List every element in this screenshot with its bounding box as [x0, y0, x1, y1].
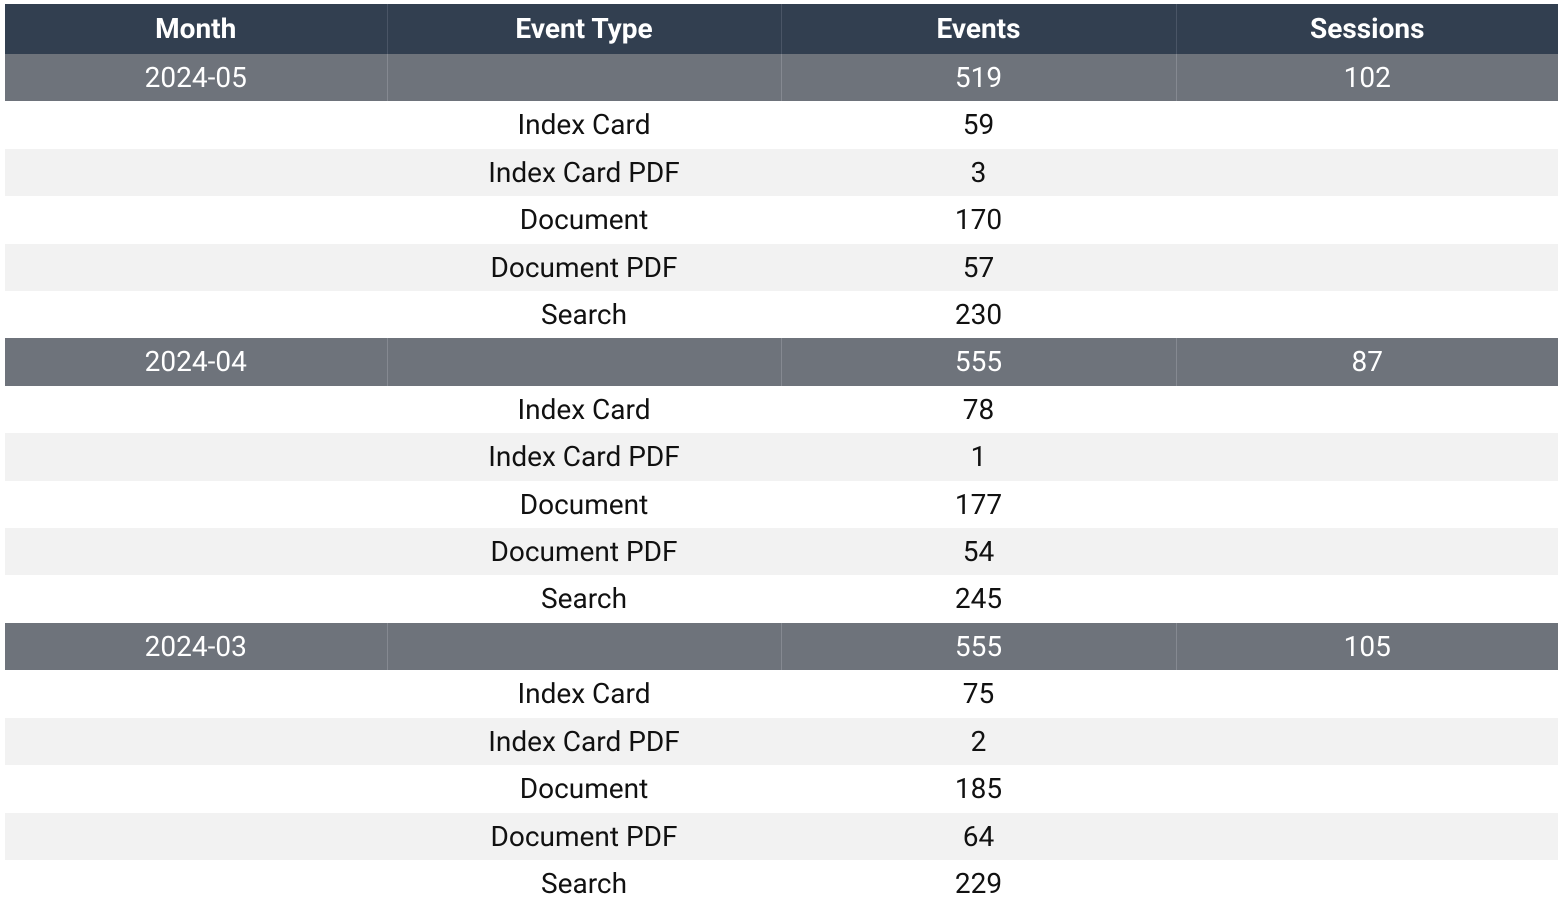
detail-row: Index Card PDF 3: [5, 148, 1558, 197]
empty-cell: [5, 575, 387, 622]
empty-cell: [1176, 717, 1558, 766]
empty-cell: [1176, 528, 1558, 576]
empty-cell: [1176, 196, 1558, 243]
header-row: Month Event Type Events Sessions: [5, 4, 1558, 54]
empty-cell: [386, 54, 781, 102]
empty-cell: [5, 670, 387, 717]
column-header: Events: [780, 4, 1176, 54]
empty-cell: [5, 860, 387, 907]
empty-cell: [5, 291, 387, 338]
event-type-cell: Document PDF: [387, 528, 781, 576]
empty-cell: [1176, 765, 1558, 812]
event-type-cell: Search: [540, 866, 627, 900]
empty-cell: [5, 433, 387, 481]
detail-row: Index Card 75: [5, 670, 1558, 717]
events-cell: 64: [781, 812, 1176, 860]
sessions-cell: 102: [1175, 54, 1558, 102]
group-row: 2024-04 555 87: [5, 338, 1558, 386]
detail-row: Document PDF 57: [5, 243, 1558, 292]
detail-row: Document 185: [5, 765, 1558, 812]
events-cell: 3: [781, 148, 1176, 197]
events-cell: 555: [780, 338, 1176, 386]
events-cell: 177: [954, 487, 1003, 521]
empty-cell: [1176, 101, 1558, 148]
table-body: 2024-05 519 102 Index Card 59 Index Card PDF 3…: [5, 54, 1558, 907]
events-cell: 59: [962, 108, 995, 142]
empty-cell: [5, 481, 387, 528]
events-cell: 245: [954, 582, 1003, 616]
empty-cell: [5, 148, 387, 197]
detail-row: Document 170: [5, 196, 1558, 243]
detail-row: Index Card PDF 2: [5, 717, 1558, 766]
events-cell: 78: [962, 392, 995, 426]
empty-cell: [1176, 148, 1558, 197]
empty-cell: [5, 528, 387, 576]
month-cell: 2024-05: [5, 54, 387, 102]
events-cell: 2: [781, 717, 1176, 766]
event-type-cell: Index Card PDF: [387, 433, 781, 481]
column-header: Sessions: [1175, 4, 1558, 54]
events-cell: 555: [780, 622, 1176, 671]
empty-cell: [5, 717, 387, 766]
detail-row: Document PDF 64: [5, 812, 1558, 860]
detail-row: Document 177: [5, 481, 1558, 528]
detail-row: Search 230: [5, 291, 1558, 338]
events-cell: 185: [954, 772, 1003, 806]
events-cell: 75: [962, 677, 995, 711]
detail-row: Index Card 59: [5, 101, 1558, 148]
empty-cell: [1176, 291, 1558, 338]
events-table: Month Event Type Events Sessions 2024-05 519…: [5, 4, 1558, 907]
empty-cell: [5, 196, 387, 243]
empty-cell: [5, 812, 387, 860]
detail-row: Document PDF 54: [5, 528, 1558, 576]
detail-row: Index Card 78: [5, 386, 1558, 433]
event-type-cell: Index Card: [517, 677, 651, 711]
empty-cell: [386, 338, 781, 386]
events-cell: 54: [781, 528, 1176, 576]
empty-cell: [1176, 481, 1558, 528]
empty-cell: [1176, 433, 1558, 481]
event-type-cell: Search: [540, 582, 627, 616]
empty-cell: [1176, 386, 1558, 433]
event-type-cell: Document PDF: [387, 812, 781, 860]
detail-row: Search 229: [5, 860, 1558, 907]
empty-cell: [1176, 575, 1558, 622]
detail-row: Search 245: [5, 575, 1558, 622]
event-type-cell: Document: [519, 772, 649, 806]
group-row: 2024-03 555 105: [5, 622, 1558, 671]
event-type-cell: Index Card: [517, 392, 651, 426]
event-type-cell: Index Card: [517, 108, 651, 142]
empty-cell: [5, 386, 387, 433]
events-cell: 170: [954, 203, 1003, 237]
empty-cell: [1176, 670, 1558, 717]
empty-cell: [386, 622, 781, 671]
empty-cell: [1176, 860, 1558, 907]
empty-cell: [1176, 812, 1558, 860]
event-type-cell: Document PDF: [387, 243, 781, 292]
event-type-cell: Document: [519, 203, 649, 237]
empty-cell: [5, 243, 387, 292]
events-cell: 230: [954, 298, 1003, 332]
month-cell: 2024-03: [5, 622, 387, 671]
column-header: Event Type: [386, 4, 781, 54]
sessions-cell: 105: [1175, 622, 1558, 671]
events-cell: 229: [954, 866, 1003, 900]
empty-cell: [5, 765, 387, 812]
empty-cell: [1176, 243, 1558, 292]
event-type-cell: Document: [519, 487, 649, 521]
event-type-cell: Index Card PDF: [387, 148, 781, 197]
sessions-cell: 87: [1175, 338, 1558, 386]
events-cell: 519: [780, 54, 1176, 102]
column-header: Month: [5, 4, 387, 54]
event-type-cell: Search: [540, 298, 627, 332]
month-cell: 2024-04: [5, 338, 387, 386]
event-type-cell: Index Card PDF: [387, 717, 781, 766]
detail-row: Index Card PDF 1: [5, 433, 1558, 481]
table-header: Month Event Type Events Sessions: [5, 4, 1558, 54]
events-cell: 57: [781, 243, 1176, 292]
events-cell: 1: [781, 433, 1176, 481]
empty-cell: [5, 101, 387, 148]
group-row: 2024-05 519 102: [5, 54, 1558, 102]
